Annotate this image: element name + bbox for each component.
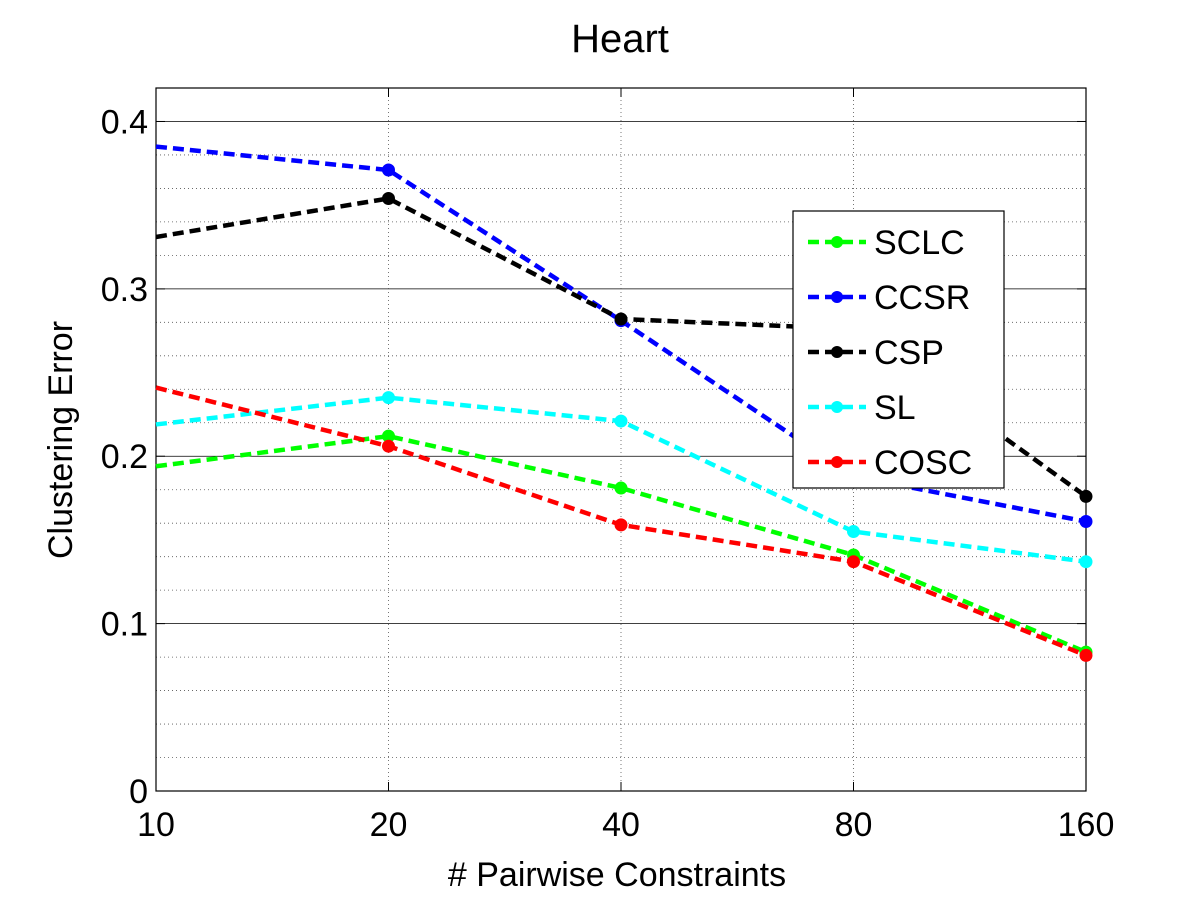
data-point-sl — [614, 414, 628, 428]
y-axis-label: Clustering Error — [42, 321, 80, 559]
y-tick-label: 0.4 — [101, 103, 148, 141]
legend-label: COSC — [874, 444, 972, 482]
data-point-sl — [382, 391, 395, 405]
legend-item-cosc: COSC — [808, 444, 972, 482]
data-point-sl — [847, 525, 860, 539]
data-point-csp — [1079, 489, 1093, 503]
legend-swatch-marker — [831, 236, 843, 248]
data-point-cosc — [847, 555, 860, 569]
series-cosc — [155, 385, 1093, 662]
data-point-cosc — [614, 518, 628, 532]
y-axis-ticks: 0 0.1 0.2 0.3 0.4 — [101, 103, 1086, 811]
chart-title: Heart — [571, 17, 669, 61]
legend-swatch-marker — [831, 291, 843, 303]
data-point-cosc — [382, 439, 395, 453]
x-axis-label: # Pairwise Constraints — [448, 856, 786, 894]
data-point-csp — [614, 312, 628, 326]
legend-items: SCLC CCSR CSP SL COSC — [808, 224, 972, 482]
legend-label: CCSR — [874, 279, 970, 317]
y-tick-label: 0 — [129, 773, 148, 811]
x-tick-label: 20 — [370, 806, 408, 844]
x-tick-label: 10 — [137, 806, 175, 844]
x-axis-ticks: 10 20 40 80 160 — [137, 88, 1114, 844]
data-point-ccsr — [1079, 515, 1093, 529]
y-tick-label: 0.2 — [101, 438, 148, 476]
legend-swatch-marker — [831, 456, 843, 468]
x-tick-label: 80 — [835, 806, 873, 844]
series-layer — [155, 144, 1093, 662]
legend-item-sl: SL — [808, 389, 916, 427]
data-point-csp — [382, 191, 395, 205]
x-tick-label: 160 — [1058, 806, 1115, 844]
y-tick-label: 0.1 — [101, 606, 148, 644]
data-point-ccsr — [382, 163, 395, 177]
data-point-sl — [1079, 555, 1093, 569]
legend-label: SL — [874, 389, 916, 427]
legend-item-sclc: SCLC — [808, 224, 965, 262]
legend-label: CSP — [874, 334, 944, 372]
data-point-cosc — [1079, 648, 1093, 662]
legend-item-csp: CSP — [808, 334, 944, 372]
legend-swatch-marker — [831, 401, 843, 413]
legend-box — [792, 210, 1005, 489]
x-tick-label: 40 — [602, 806, 640, 844]
legend-label: SCLC — [874, 224, 965, 262]
legend-item-ccsr: CCSR — [808, 279, 970, 317]
legend: SCLC CCSR CSP SL COSC — [792, 210, 1005, 489]
y-tick-label: 0.3 — [101, 271, 148, 309]
series-sl — [155, 391, 1093, 569]
legend-swatch-marker — [831, 346, 843, 358]
data-point-sclc — [614, 481, 628, 495]
series-line-sclc — [155, 433, 1087, 655]
